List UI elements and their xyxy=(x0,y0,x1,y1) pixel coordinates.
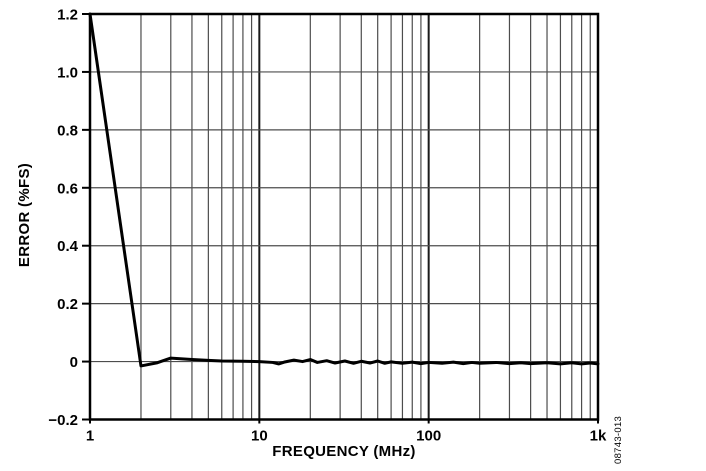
y-tick-label: −0.2 xyxy=(48,412,78,429)
y-tick-label: 1.2 xyxy=(57,7,78,24)
x-tick-label: 10 xyxy=(251,428,268,445)
x-tick-label: 1 xyxy=(86,428,94,445)
y-tick-label: 1.0 xyxy=(57,64,78,81)
plot-frame xyxy=(88,12,600,421)
x-tick-label: 1k xyxy=(590,428,607,445)
x-axis-label: FREQUENCY (MHz) xyxy=(272,443,416,460)
x-tick-label: 100 xyxy=(416,428,441,445)
y-tick-label: 0.8 xyxy=(57,122,78,139)
y-tick-label: 0.4 xyxy=(57,238,79,255)
error-data-line xyxy=(88,12,600,368)
y-tick-label: 0.2 xyxy=(57,296,78,313)
y-tick-label: 0.6 xyxy=(57,180,78,197)
y-axis-label: ERROR (%FS) xyxy=(16,162,33,268)
figure-number-watermark: 08743-013 xyxy=(613,415,624,464)
y-tick-label: 0 xyxy=(70,354,78,371)
